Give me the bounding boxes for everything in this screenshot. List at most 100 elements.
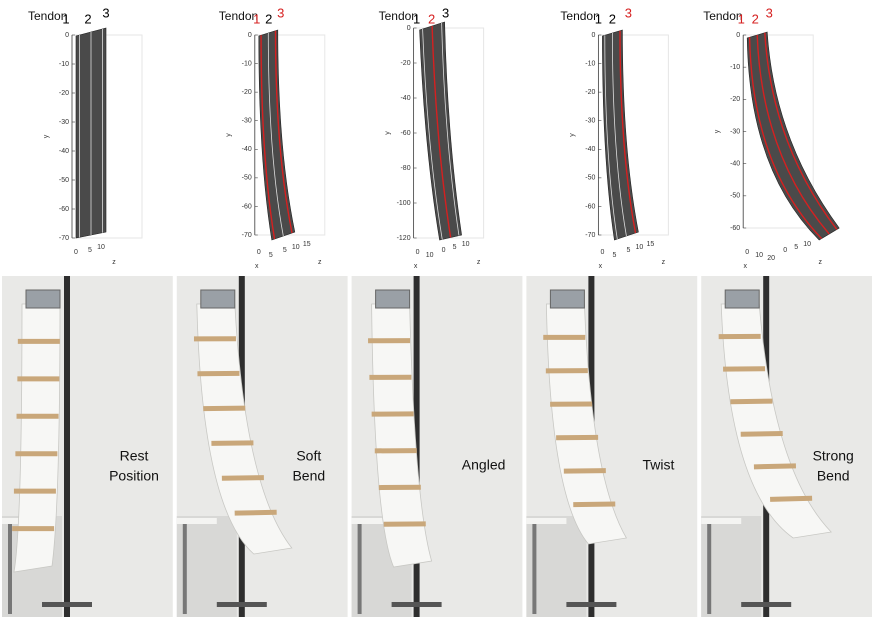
photo-caption: Angled	[462, 457, 506, 473]
x-tick-label: 0	[74, 249, 78, 256]
tendon-label: 1	[595, 11, 602, 26]
y-tick-label: -40	[730, 161, 740, 168]
y-tick-label: -70	[585, 232, 595, 239]
tendon-label: 2	[609, 11, 616, 26]
y-axis-label: y	[384, 131, 391, 135]
y-tick-label: -40	[585, 146, 595, 153]
y-tick-label: 0	[591, 32, 595, 39]
pole-base	[392, 602, 442, 607]
table-leg	[183, 524, 187, 614]
mount-bracket	[376, 290, 410, 308]
y-tick-label: -40	[59, 148, 69, 155]
z-tick-label: 5	[283, 247, 287, 254]
tendon-strip	[747, 32, 839, 240]
y-tick-label: -40	[242, 146, 252, 153]
y-tick-label: -30	[242, 118, 252, 125]
y-tick-label: -50	[730, 193, 740, 200]
table-leg	[8, 524, 12, 614]
y-tick-label: -10	[242, 60, 252, 67]
photo-caption: Twist	[642, 457, 674, 473]
wood-rib	[222, 478, 264, 479]
tendon-label: 3	[442, 5, 449, 20]
wood-rib	[564, 471, 606, 472]
photo-caption: Soft	[296, 448, 321, 464]
y-tick-label: 0	[736, 32, 740, 39]
y-tick-label: -50	[242, 175, 252, 182]
tendon-label: 3	[102, 5, 109, 20]
y-tick-label: -40	[400, 95, 410, 102]
table-top	[701, 518, 741, 524]
z-axis-label: z	[477, 259, 481, 266]
mount-bracket	[26, 290, 60, 308]
wood-rib	[730, 401, 772, 402]
table-leg	[707, 524, 711, 614]
y-tick-label: -60	[400, 130, 410, 137]
pole-base	[217, 602, 267, 607]
table-top	[177, 518, 217, 524]
y-axis-label: y	[714, 129, 721, 133]
wood-rib	[573, 504, 615, 505]
tendon-label: 1	[738, 11, 745, 26]
wood-rib	[770, 498, 812, 499]
y-tick-label: -20	[400, 60, 410, 67]
y-tick-label: -10	[585, 60, 595, 67]
y-tick-label: -60	[242, 203, 252, 210]
y-tick-label: 0	[407, 25, 411, 32]
photo-panel: Angled	[352, 276, 523, 617]
z-tick-label: 0	[442, 247, 446, 254]
y-tick-label: -10	[59, 61, 69, 68]
tendon-label: 2	[84, 11, 91, 26]
tendon-label: 3	[277, 5, 284, 20]
y-tick-label: -60	[730, 225, 740, 232]
pole	[64, 276, 70, 617]
z-tick-label: 15	[647, 241, 655, 248]
z-tick-label: 15	[303, 241, 311, 248]
x-axis-label: x	[743, 263, 747, 270]
z-axis-label: z	[818, 259, 822, 266]
y-axis-label: y	[569, 133, 576, 137]
y-tick-label: -10	[730, 64, 740, 71]
z-axis-label: z	[112, 259, 116, 266]
x-tick-label: 0	[745, 249, 749, 256]
x-axis-label: x	[255, 263, 259, 270]
y-tick-label: -70	[242, 232, 252, 239]
z-tick-label: 10	[636, 244, 644, 251]
y-axis-label: y	[43, 134, 50, 138]
x-tick-label: 0	[257, 249, 261, 256]
tendon-label: 3	[766, 5, 773, 20]
wood-rib	[235, 512, 277, 513]
tendon-label: 3	[625, 5, 632, 20]
y-tick-label: -120	[397, 235, 411, 242]
z-tick-label: 5	[626, 247, 630, 254]
y-tick-label: -80	[400, 165, 410, 172]
y-tick-label: -50	[585, 175, 595, 182]
table-top	[526, 518, 566, 524]
y-tick-label: -60	[585, 203, 595, 210]
x-tick-label: 10	[755, 252, 763, 259]
y-tick-label: -50	[59, 177, 69, 184]
plot-panel: Tendon1230-10-20-30-40-50-60-70y05x51015…	[219, 5, 325, 269]
x-tick-label: 5	[612, 252, 616, 259]
y-tick-label: 0	[65, 32, 69, 39]
figure: Tendon1230-10-20-30-40-50-60-70y0510zRes…	[0, 0, 874, 617]
photo-panel: Twist	[526, 276, 697, 617]
y-tick-label: -60	[59, 206, 69, 213]
tendon-label: 2	[428, 11, 435, 26]
photo-caption: Bend	[817, 468, 850, 484]
x-tick-label: 20	[767, 255, 775, 262]
wood-rib	[741, 433, 783, 434]
y-tick-label: -20	[585, 89, 595, 96]
y-tick-label: -100	[397, 200, 411, 207]
photo-caption: Bend	[292, 468, 325, 484]
photo-panel: Soft Bend	[177, 276, 348, 617]
mount-bracket	[725, 290, 759, 308]
x-axis-label: x	[414, 263, 418, 270]
x-tick-label: 5	[269, 252, 273, 259]
z-axis-label: z	[662, 259, 666, 266]
tendon-label: 1	[62, 11, 69, 26]
